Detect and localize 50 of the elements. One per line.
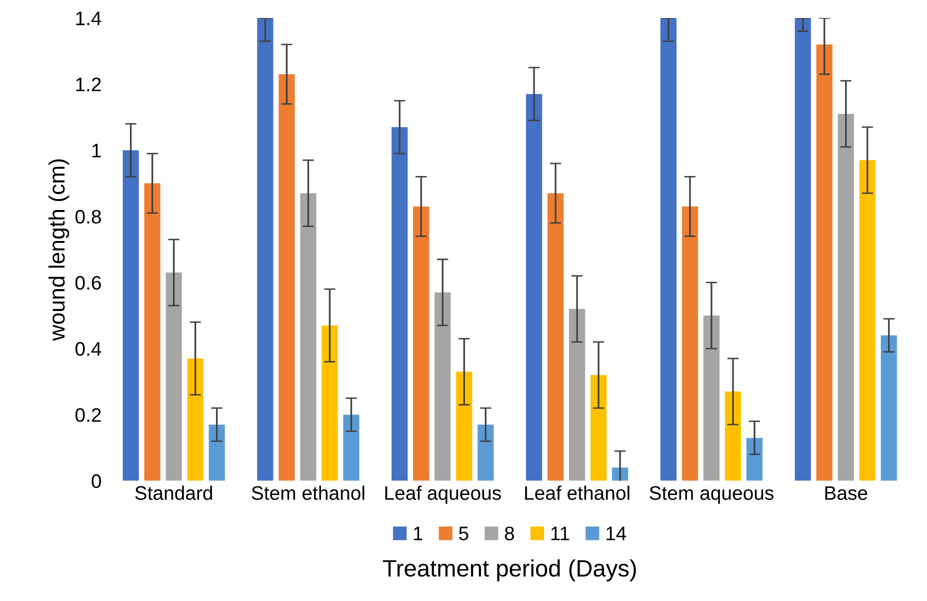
x-tick-label: Leaf aqueous (385, 486, 501, 504)
bar (859, 160, 876, 481)
legend-label: 8 (504, 526, 514, 540)
bar (434, 292, 451, 481)
x-tick-label: Stem ethanol (252, 486, 364, 500)
bar (838, 114, 854, 481)
bar (122, 150, 139, 481)
bar (278, 74, 295, 481)
bar (703, 316, 720, 481)
bar (526, 94, 542, 481)
y-tick-label: 1 (92, 144, 101, 158)
bar (478, 424, 494, 481)
bar (413, 206, 430, 481)
x-tick-label: Standard (135, 486, 212, 500)
legend-label: 14 (606, 526, 626, 540)
bar (208, 424, 225, 481)
y-tick-label: 0.6 (75, 276, 101, 290)
x-axis-title: Treatment period (Days) (382, 559, 636, 582)
legend-label: 1 (414, 526, 422, 540)
bar (187, 358, 204, 481)
bar (547, 193, 564, 481)
x-tick-label: Base (825, 486, 868, 500)
bar (880, 335, 897, 481)
bar (590, 375, 607, 481)
y-tick-label: 0.4 (75, 342, 102, 356)
y-axis-title: wound length (cm) (48, 159, 70, 341)
bar (724, 392, 742, 481)
bar (322, 325, 338, 481)
bar (392, 127, 408, 481)
bar (660, 18, 677, 481)
bar (456, 372, 472, 481)
y-tick-label: 1.4 (76, 12, 102, 26)
bar (746, 438, 763, 481)
y-tick-label: 0 (92, 474, 101, 488)
bar (682, 206, 698, 481)
legend-label: 5 (459, 526, 468, 540)
bar (794, 18, 811, 481)
x-tick-label: Stem aqueous (650, 486, 774, 504)
bar (144, 183, 160, 481)
bar (568, 308, 586, 481)
y-tick-label: 0.2 (75, 408, 101, 422)
bar (257, 18, 274, 481)
bar (300, 193, 316, 481)
y-tick-label: 0.8 (75, 210, 101, 224)
y-tick-label: 1.2 (76, 78, 101, 92)
legend-label: 11 (551, 526, 570, 540)
bar (166, 272, 182, 481)
bar (343, 414, 360, 481)
bar (816, 44, 832, 481)
x-tick-label: Leaf ethanol (525, 486, 630, 500)
